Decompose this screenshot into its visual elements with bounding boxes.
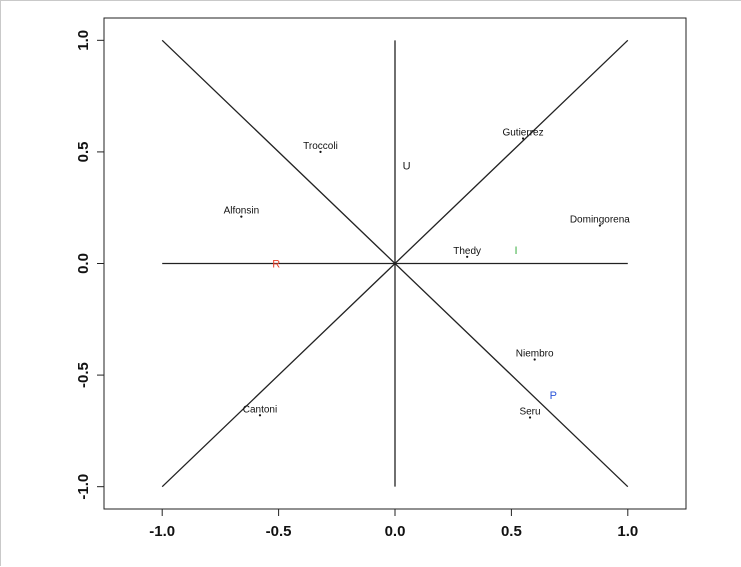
point-label: Domingorena <box>570 215 630 226</box>
y-tick-label: 0.5 <box>75 141 92 162</box>
x-tick-label: -0.5 <box>266 523 292 540</box>
point-label: Niembro <box>516 348 554 359</box>
point-label: Gutierrez <box>502 128 543 139</box>
data-point <box>521 137 525 140</box>
x-tick-label: 0.5 <box>501 523 522 540</box>
data-point <box>240 215 243 218</box>
y-tick-label: 0.0 <box>75 253 92 274</box>
x-tick-label: 1.0 <box>617 523 638 540</box>
x-tick-label: 0.0 <box>385 523 406 540</box>
data-point <box>466 255 469 258</box>
data-point <box>533 358 536 361</box>
reference-line <box>161 39 629 488</box>
point-label: Thedy <box>453 246 481 257</box>
point-label: Seru <box>519 406 540 417</box>
category-label: I <box>515 245 518 257</box>
data-point <box>598 224 601 227</box>
category-label: U <box>403 160 411 172</box>
y-tick-label: 1.0 <box>75 30 92 51</box>
data-point <box>528 416 532 419</box>
category-label: P <box>550 390 557 402</box>
y-tick-label: -0.5 <box>75 362 92 388</box>
data-point <box>258 414 262 417</box>
category-label: R <box>272 259 280 271</box>
point-label: Troccoli <box>303 141 338 152</box>
x-tick-label: -1.0 <box>149 523 175 540</box>
data-point <box>319 150 322 154</box>
point-label: Cantoni <box>243 404 277 415</box>
y-tick-label: -1.0 <box>75 474 92 500</box>
point-label: Alfonsin <box>224 206 260 217</box>
